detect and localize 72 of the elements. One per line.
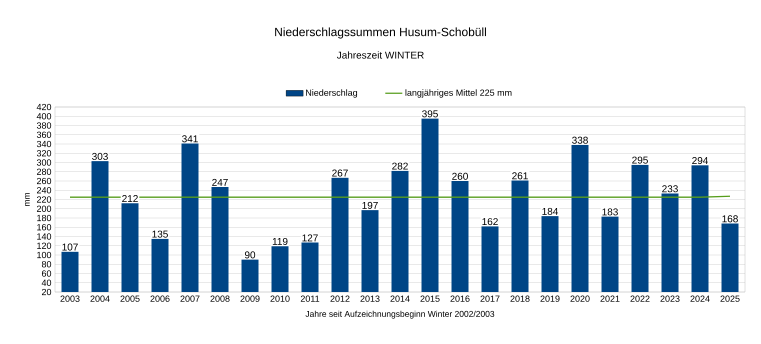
data-label: 168 — [722, 215, 738, 222]
x-tick-label: 2014 — [390, 296, 410, 302]
y-tick-label: 200 — [36, 206, 52, 212]
y-tick-label: 180 — [37, 214, 52, 222]
x-tick-label: 2025 — [720, 296, 740, 302]
data-label: 341 — [182, 135, 198, 142]
x-tick-label: 2018 — [510, 296, 530, 302]
data-label: 338 — [572, 136, 588, 144]
data-label: 267 — [332, 170, 348, 177]
data-label: 395 — [422, 110, 438, 118]
y-tick-label: 20 — [42, 288, 52, 296]
y-tick-label: 40 — [42, 280, 52, 286]
data-label: 183 — [602, 208, 618, 216]
y-tick-label: 80 — [42, 261, 52, 268]
x-tick-label: 2012 — [330, 296, 350, 302]
x-tick-label: 2003 — [60, 296, 80, 302]
y-tick-label: 340 — [36, 140, 52, 148]
data-label: 90 — [244, 251, 256, 258]
y-tick-label: 280 — [36, 168, 52, 175]
x-tick-label: 2015 — [420, 296, 440, 302]
y-tick-label: 220 — [36, 196, 52, 203]
x-tick-label: 2023 — [660, 296, 680, 302]
data-label: 127 — [302, 234, 318, 242]
y-tick-label: 420 — [36, 104, 52, 110]
data-label: 233 — [662, 185, 678, 192]
y-tick-label: 60 — [42, 270, 52, 277]
x-tick-label: 2020 — [570, 296, 590, 302]
x-tick-label: 2006 — [150, 296, 170, 302]
x-axis-title: Jahre seit Aufzeichnungsbeginn Winter 2002/2003 — [306, 310, 494, 319]
x-tick-label: 2019 — [540, 296, 560, 302]
data-label: 282 — [392, 162, 408, 170]
data-label: 184 — [542, 208, 558, 215]
y-tick-label: 260 — [36, 178, 52, 184]
legend-label: langjähriges Mittel 225 mm — [406, 89, 512, 98]
x-tick-label: 2007 — [180, 296, 200, 302]
data-label: 261 — [512, 172, 528, 180]
data-label: 107 — [62, 244, 78, 251]
x-tick-label: 2022 — [630, 296, 650, 302]
y-tick-label: 160 — [37, 224, 52, 230]
x-tick-label: 2004 — [90, 296, 110, 302]
x-tick-label: 2009 — [240, 296, 260, 302]
data-label: 162 — [482, 218, 498, 226]
y-tick-label: 300 — [36, 159, 52, 166]
x-tick-label: 2024 — [690, 296, 710, 302]
y-axis-title: mm — [25, 193, 30, 206]
y-tick-label: 360 — [36, 132, 52, 138]
data-label: 135 — [152, 230, 168, 238]
x-tick-label: 2013 — [360, 296, 380, 302]
y-tick-label: 380 — [36, 122, 52, 129]
x-tick-label: 2008 — [210, 296, 230, 302]
data-label: 119 — [272, 238, 288, 246]
y-tick-label: 240 — [36, 187, 52, 194]
y-tick-label: 400 — [36, 113, 52, 120]
y-tick-label: 120 — [37, 242, 52, 249]
x-tick-label: 2016 — [450, 296, 470, 302]
x-tick-label: 2005 — [120, 296, 140, 302]
x-tick-label: 2017 — [480, 296, 500, 302]
data-label: 295 — [632, 156, 648, 164]
legend-label: Niederschlag — [306, 89, 358, 98]
y-tick-label: 140 — [37, 233, 52, 240]
y-tick-label: 100 — [37, 252, 52, 258]
x-tick-label: 2011 — [300, 296, 320, 302]
chart-subtitle: Jahreszeit WINTER — [336, 51, 424, 59]
data-label: 197 — [362, 202, 378, 209]
data-label: 247 — [212, 178, 228, 186]
x-tick-label: 2021 — [600, 296, 620, 302]
y-tick-label: 320 — [36, 150, 52, 156]
data-label: 294 — [692, 157, 708, 164]
data-label: 303 — [92, 152, 108, 160]
data-label: 260 — [452, 172, 468, 180]
chart-title: Niederschlagssummen Husum-Schobüll — [275, 27, 486, 39]
x-tick-label: 2010 — [270, 296, 290, 302]
